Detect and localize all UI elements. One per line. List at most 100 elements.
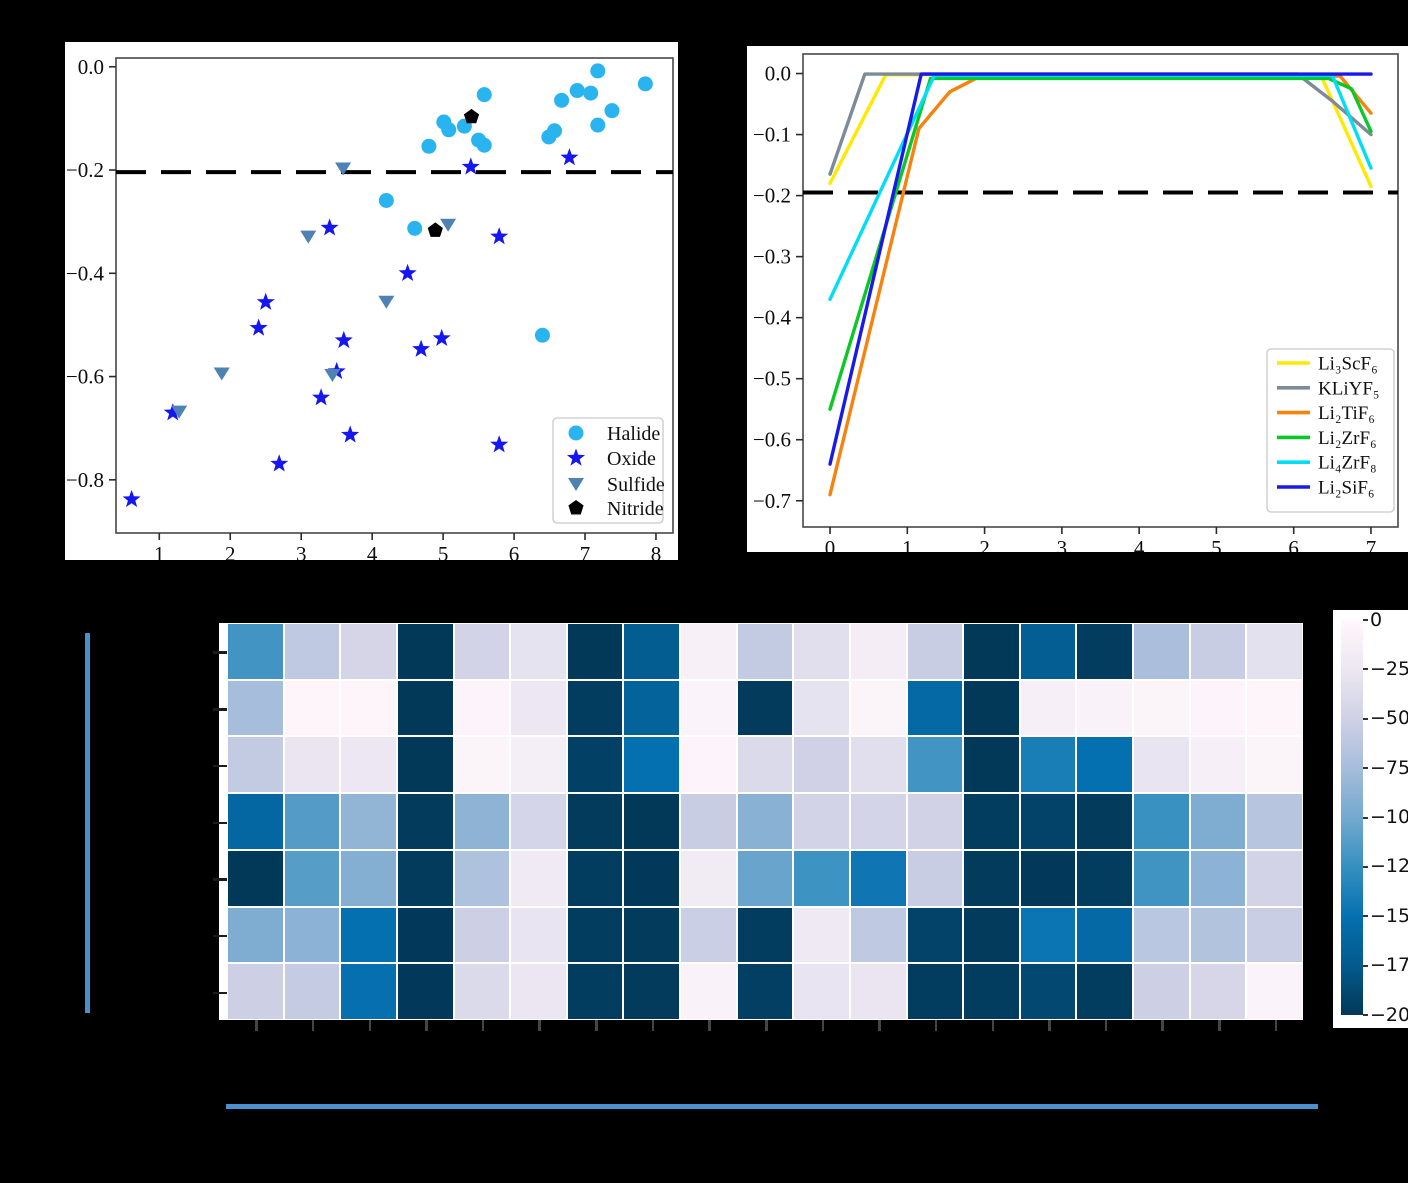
scatter-point-circle — [583, 85, 599, 101]
scatter-point-star — [320, 218, 339, 236]
colorbar-tick-label: 0 — [1370, 608, 1383, 631]
scatter-point-circle — [441, 122, 457, 138]
heatmap-cell — [1134, 964, 1189, 1019]
legend-item-label: Li₂SiF₆ — [1318, 478, 1375, 499]
x-tick-label: 4 — [367, 542, 378, 560]
scatter-point-circle — [407, 220, 423, 236]
heatmap-cell — [454, 680, 510, 736]
scatter-point-triangle — [378, 295, 395, 309]
legend-item-label: Li₃ScF₆ — [1318, 354, 1378, 375]
heatmap-cell — [284, 907, 340, 963]
heatmap-cell — [511, 964, 566, 1019]
y-tick-label: −0.4 — [753, 306, 792, 330]
heatmap-col-tick — [595, 1020, 598, 1031]
y-tick-label: 0.0 — [78, 55, 104, 79]
heatmap-row-tick — [213, 821, 227, 824]
scatter-point-circle — [476, 87, 492, 103]
heatmap-cell — [284, 737, 340, 793]
heatmap-cell — [794, 680, 849, 736]
heatmap-cell — [1190, 964, 1246, 1019]
heatmap-cell — [341, 907, 396, 963]
heatmap-cell — [228, 794, 283, 849]
heatmap-cell — [228, 964, 283, 1019]
scatter-point-star — [560, 148, 579, 166]
heatmap-cell — [907, 680, 963, 736]
heatmap-cell — [1077, 624, 1133, 679]
scatter-point-triangle — [171, 405, 188, 419]
x-tick-label: 8 — [651, 542, 662, 560]
heatmap-cell — [1134, 907, 1189, 963]
heatmap-cell — [964, 624, 1019, 679]
colorbar-tick — [1363, 1014, 1368, 1016]
x-tick-label: 3 — [296, 542, 307, 560]
scatter-point-circle — [534, 327, 550, 343]
heatmap-cell — [964, 680, 1019, 736]
heatmap-cell — [907, 907, 963, 963]
x-tick-label: 2 — [979, 536, 990, 552]
heatmap-cell — [1134, 624, 1189, 679]
heatmap-cell — [397, 850, 453, 906]
scatter-point-circle — [590, 63, 606, 79]
scatter-point-star — [567, 448, 585, 466]
heatmap-cell — [341, 737, 396, 793]
scatter-point-star — [256, 292, 275, 310]
heatmap-col-tick — [934, 1020, 938, 1031]
heatmap-cell — [228, 737, 283, 793]
heatmap-cell — [737, 624, 793, 679]
x-tick-label: 3 — [1057, 536, 1068, 552]
scatter-point-circle — [637, 76, 653, 92]
y-tick-label: −0.4 — [66, 261, 105, 285]
heatmap-cell — [341, 624, 396, 679]
scatter-plot: 1 2 3 4 5 6 7 8 0.0 −0.2 −0.4 −0.6 −0.8 Halide Oxide Su… — [66, 55, 674, 560]
heatmap-cell — [794, 964, 849, 1019]
colorbar-tick-label: −50 — [1370, 707, 1408, 730]
heatmap-cell — [737, 964, 793, 1019]
legend-item-label: KLiYF₅ — [1318, 378, 1380, 399]
heatmap-cell — [397, 794, 453, 849]
heatmap-cell — [850, 907, 906, 963]
heatmap-row-tick — [213, 934, 227, 938]
heatmap-cell — [1134, 680, 1189, 736]
scatter-point-star — [270, 454, 289, 472]
heatmap-cell — [737, 680, 793, 736]
heatmap-cell — [624, 907, 680, 963]
heatmap-cell — [737, 850, 793, 906]
heatmap-cell — [681, 624, 736, 679]
heatmap-cell — [511, 794, 566, 849]
colorbar-tick — [1363, 767, 1368, 770]
colorbar-tick — [1363, 915, 1368, 918]
heatmap-cell — [1247, 794, 1302, 849]
heatmap-cell — [1247, 964, 1302, 1019]
x-tick-label: 1 — [154, 542, 165, 560]
heatmap-cell — [567, 624, 623, 679]
heatmap-col-tick — [368, 1020, 372, 1031]
scatter-point-pentagon — [463, 108, 480, 124]
heatmap-cell — [681, 964, 736, 1019]
heatmap-cell — [1020, 907, 1076, 963]
heatmap-cell — [907, 964, 963, 1019]
heatmap-cell — [397, 624, 453, 679]
heatmap-cell — [397, 737, 453, 793]
y-tick-label: −0.3 — [753, 245, 791, 269]
heatmap-cell — [284, 964, 340, 1019]
heatmap-cell — [1247, 737, 1302, 793]
y-tick-label: −0.6 — [66, 365, 104, 389]
heatmap-cell — [1020, 964, 1076, 1019]
heatmap-cell — [341, 794, 396, 849]
heatmap-cell — [907, 624, 963, 679]
heatmap-cell — [624, 737, 680, 793]
heatmap-cell — [228, 850, 283, 906]
heatmap-cell — [1247, 624, 1302, 679]
heatmap-cell — [1190, 907, 1246, 963]
heatmap-cell — [1020, 680, 1076, 736]
scatter-point-triangle — [568, 478, 584, 491]
legend-item-label: Halide — [607, 423, 660, 445]
heatmap-cell — [794, 850, 849, 906]
scatter-panel: 1 2 3 4 5 6 7 8 0.0 −0.2 −0.4 −0.6 −0.8 Halide Oxide Su… — [65, 42, 678, 560]
scatter-point-star — [341, 425, 360, 443]
y-tick-label: 0.0 — [765, 62, 791, 86]
scatter-point-circle — [590, 117, 606, 133]
heatmap-cell — [624, 850, 680, 906]
heatmap-bottom-accent-bar — [226, 1104, 1318, 1109]
heatmap-cell — [850, 737, 906, 793]
